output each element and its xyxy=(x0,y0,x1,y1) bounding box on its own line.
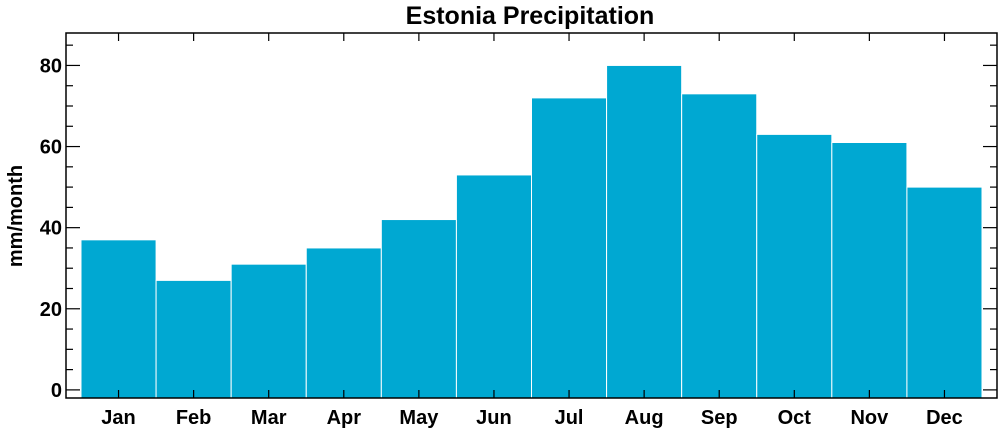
ticks-group xyxy=(66,33,997,398)
x-tick-label: Jan xyxy=(101,407,135,429)
x-tick-label: Mar xyxy=(251,407,287,429)
bar-sep xyxy=(681,93,758,399)
y-tick-label: 0 xyxy=(51,380,62,402)
bar-jul xyxy=(531,97,608,399)
x-tick-label: Aug xyxy=(625,407,664,429)
x-tick-label: Oct xyxy=(778,407,812,429)
x-tick-label: Nov xyxy=(850,407,889,429)
y-tick-label: 60 xyxy=(40,137,62,159)
bars-group xyxy=(80,64,983,399)
bar-oct xyxy=(756,133,833,399)
y-tick-label: 20 xyxy=(40,299,62,321)
plot-frame xyxy=(65,32,998,399)
tick-labels-group: Jan Feb Mar Apr May Jun Jul Aug Sep Oct Nov Dec 0 20 4… xyxy=(40,55,963,429)
bar-apr xyxy=(305,247,382,399)
x-tick-label: Dec xyxy=(926,407,963,429)
bar-aug xyxy=(606,64,683,399)
x-tick-label: Jul xyxy=(555,407,584,429)
bar-may xyxy=(380,219,457,399)
bar-jan xyxy=(80,239,157,399)
x-tick-label: May xyxy=(399,407,439,429)
x-tick-label: Jun xyxy=(476,407,512,429)
bar-feb xyxy=(155,279,232,399)
x-tick-label: Apr xyxy=(327,407,362,429)
y-axis-label: mm/month xyxy=(5,165,27,267)
y-tick-label: 80 xyxy=(40,55,62,77)
y-tick-label: 40 xyxy=(40,218,62,240)
x-tick-label: Sep xyxy=(701,407,738,429)
bar-jun xyxy=(455,174,532,399)
chart-title: Estonia Precipitation xyxy=(406,2,655,30)
bar-dec xyxy=(906,186,983,399)
bar-nov xyxy=(831,142,908,399)
x-tick-label: Feb xyxy=(176,407,212,429)
bar-mar xyxy=(230,263,307,399)
